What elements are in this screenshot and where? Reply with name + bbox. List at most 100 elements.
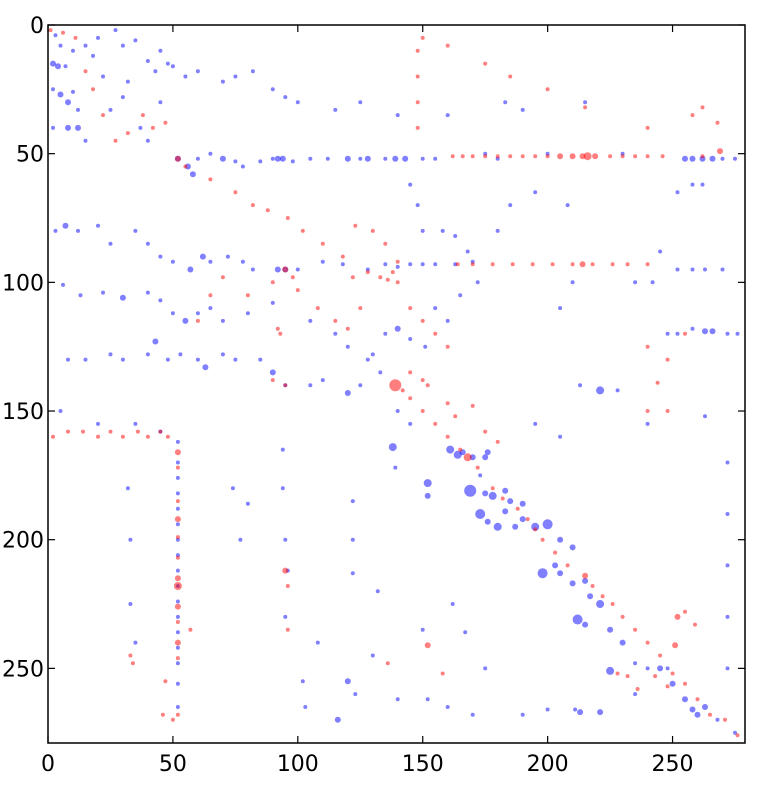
blue-point-237 xyxy=(303,705,308,709)
blue-point-77 xyxy=(420,262,425,267)
red-point-145 xyxy=(645,344,650,349)
red-point-60 xyxy=(96,434,100,439)
blue-point-17 xyxy=(120,95,125,100)
red-point-181 xyxy=(715,120,720,125)
blue-point-88 xyxy=(195,311,200,316)
red-point-21 xyxy=(353,223,358,228)
blue-point-177 xyxy=(502,508,509,515)
blue-point-32 xyxy=(258,159,263,164)
x-tick-label: 150 xyxy=(402,752,444,777)
blue-point-21 xyxy=(153,69,158,74)
blue-point-162 xyxy=(388,443,397,452)
red-point-36 xyxy=(583,152,592,161)
blue-point-242 xyxy=(350,499,355,504)
blue-point-235 xyxy=(133,640,138,645)
blue-point-245 xyxy=(463,630,468,635)
blue-point-297 xyxy=(420,228,425,233)
blue-point-206 xyxy=(689,706,696,713)
blue-point-54 xyxy=(62,222,69,229)
red-point-136 xyxy=(440,671,445,676)
red-point-43 xyxy=(717,148,723,155)
blue-point-304 xyxy=(533,190,538,195)
red-point-91 xyxy=(333,318,338,323)
red-point-98 xyxy=(445,344,450,349)
red-point-44 xyxy=(700,154,705,159)
blue-point-267 xyxy=(583,100,588,105)
blue-point-298 xyxy=(440,228,445,233)
blue-point-193 xyxy=(582,577,589,584)
blue-point-51 xyxy=(720,156,725,161)
red-point-54 xyxy=(610,262,615,267)
blue-point-204 xyxy=(669,680,676,687)
blue-point-234 xyxy=(128,602,133,606)
blue-point-171 xyxy=(484,449,491,456)
blue-point-283 xyxy=(220,79,225,84)
blue-point-174 xyxy=(482,490,489,497)
blue-point-165 xyxy=(424,492,431,499)
red-point-88 xyxy=(290,275,295,280)
blue-point-203 xyxy=(657,665,664,672)
blue-point-220 xyxy=(545,707,550,712)
blue-point-12 xyxy=(83,138,88,143)
blue-point-86 xyxy=(170,311,175,316)
blue-point-164 xyxy=(423,479,432,488)
blue-point-6 xyxy=(57,91,64,98)
blue-point-70 xyxy=(295,267,300,272)
red-point-69 xyxy=(175,499,180,504)
blue-point-173 xyxy=(464,484,477,497)
red-point-115 xyxy=(565,563,570,568)
red-point-96 xyxy=(420,318,425,323)
blue-point-224 xyxy=(283,614,288,619)
blue-point-219 xyxy=(520,712,525,717)
blue-point-7 xyxy=(65,99,71,106)
x-tick-label: 100 xyxy=(277,752,319,777)
blue-point-156 xyxy=(175,614,180,619)
red-point-90 xyxy=(315,306,320,311)
red-point-46 xyxy=(470,262,475,267)
blue-point-138 xyxy=(578,383,583,388)
blue-point-176 xyxy=(502,487,509,494)
blue-point-127 xyxy=(320,378,325,383)
blue-point-182 xyxy=(493,522,502,531)
blue-point-107 xyxy=(702,328,708,335)
blue-point-63 xyxy=(199,253,206,260)
red-point-130 xyxy=(735,733,740,738)
red-point-68 xyxy=(175,465,180,470)
blue-point-187 xyxy=(557,536,564,543)
blue-point-139 xyxy=(645,421,650,426)
red-point-107 xyxy=(475,465,480,470)
red-point-178 xyxy=(645,125,650,130)
red-point-30 xyxy=(520,154,525,159)
blue-point-285 xyxy=(183,74,188,79)
blue-point-287 xyxy=(158,48,163,53)
blue-point-244 xyxy=(450,602,455,606)
blue-point-123 xyxy=(258,357,263,362)
red-point-133 xyxy=(285,627,290,632)
blue-point-115 xyxy=(145,352,150,357)
red-point-180 xyxy=(700,105,705,110)
blue-point-277 xyxy=(333,107,338,112)
blue-point-157 xyxy=(175,630,180,635)
red-point-117 xyxy=(590,584,595,588)
red-point-81 xyxy=(160,712,165,717)
red-point-112 xyxy=(533,527,538,532)
blue-point-1 xyxy=(58,43,63,48)
blue-point-293 xyxy=(83,43,88,48)
red-point-4 xyxy=(91,87,95,92)
red-point-37 xyxy=(592,153,599,160)
red-point-2 xyxy=(73,35,78,40)
red-point-124 xyxy=(672,642,679,649)
blue-point-41 xyxy=(364,155,371,162)
blue-point-184 xyxy=(519,516,526,523)
blue-point-0 xyxy=(53,33,58,38)
red-point-147 xyxy=(278,331,283,336)
blue-point-153 xyxy=(175,568,180,573)
red-point-177 xyxy=(583,105,588,110)
red-point-155 xyxy=(365,270,370,275)
blue-point-208 xyxy=(702,704,708,710)
blue-point-303 xyxy=(508,203,513,208)
blue-point-273 xyxy=(520,107,525,112)
blue-point-233 xyxy=(128,537,133,542)
blue-point-83 xyxy=(119,294,126,301)
